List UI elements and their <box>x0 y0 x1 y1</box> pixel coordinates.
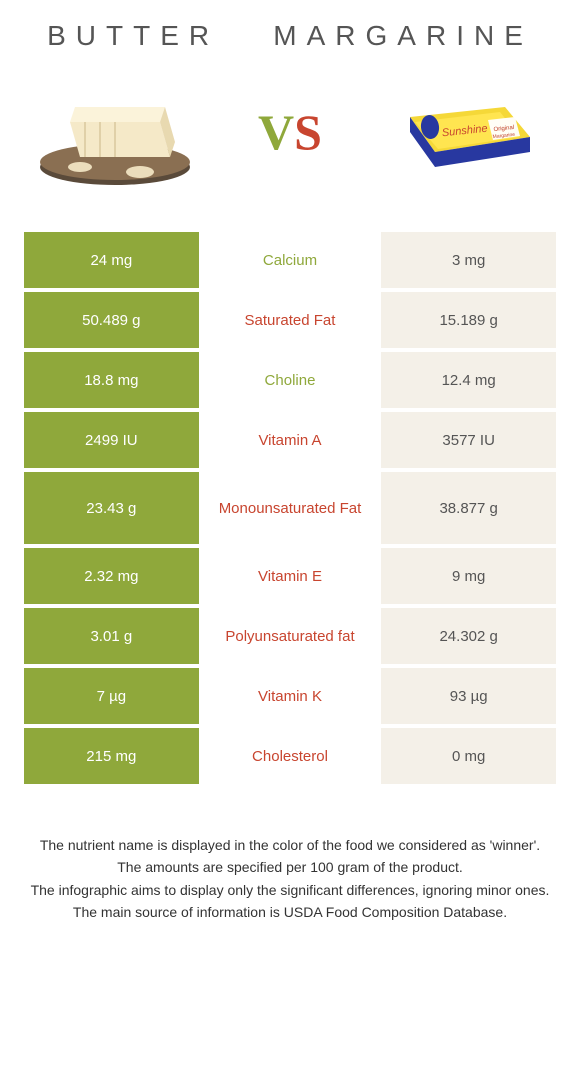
nutrient-label: Saturated Fat <box>203 292 378 348</box>
nutrient-label: Polyunsaturated fat <box>203 608 378 664</box>
left-value: 2499 IU <box>24 412 199 468</box>
comparison-table: 24 mgCalcium3 mg50.489 gSaturated Fat15.… <box>20 232 560 784</box>
nutrient-label: Choline <box>203 352 378 408</box>
nutrient-label: Monounsaturated Fat <box>203 472 378 544</box>
left-value: 3.01 g <box>24 608 199 664</box>
table-row: 2.32 mgVitamin E9 mg <box>24 548 556 604</box>
table-row: 18.8 mgCholine12.4 mg <box>24 352 556 408</box>
butter-icon <box>30 72 200 192</box>
nutrient-label: Vitamin K <box>203 668 378 724</box>
nutrient-label: Vitamin A <box>203 412 378 468</box>
table-row: 24 mgCalcium3 mg <box>24 232 556 288</box>
table-row: 3.01 gPolyunsaturated fat24.302 g <box>24 608 556 664</box>
footer-line: The nutrient name is displayed in the co… <box>30 834 550 856</box>
table-row: 50.489 gSaturated Fat15.189 g <box>24 292 556 348</box>
nutrient-label: Vitamin E <box>203 548 378 604</box>
left-product-title: BUTTER <box>47 20 219 52</box>
right-value: 9 mg <box>381 548 556 604</box>
margarine-icon: Sunshine Original Margarine <box>390 82 540 182</box>
right-value: 15.189 g <box>381 292 556 348</box>
table-row: 23.43 gMonounsaturated Fat38.877 g <box>24 472 556 544</box>
right-value: 93 µg <box>381 668 556 724</box>
left-value: 50.489 g <box>24 292 199 348</box>
left-value: 18.8 mg <box>24 352 199 408</box>
table-row: 7 µgVitamin K93 µg <box>24 668 556 724</box>
nutrient-label: Calcium <box>203 232 378 288</box>
header: BUTTER MARGARINE <box>20 20 560 52</box>
nutrient-label: Cholesterol <box>203 728 378 784</box>
left-value: 215 mg <box>24 728 199 784</box>
footer-line: The main source of information is USDA F… <box>30 901 550 923</box>
footer-line: The amounts are specified per 100 gram o… <box>30 856 550 878</box>
footer-notes: The nutrient name is displayed in the co… <box>20 834 560 924</box>
vs-letter-v: V <box>258 104 294 160</box>
right-value: 38.877 g <box>381 472 556 544</box>
left-value: 2.32 mg <box>24 548 199 604</box>
right-value: 12.4 mg <box>381 352 556 408</box>
footer-line: The infographic aims to display only the… <box>30 879 550 901</box>
left-value: 23.43 g <box>24 472 199 544</box>
vs-badge: VS <box>258 103 322 161</box>
table-row: 215 mgCholesterol0 mg <box>24 728 556 784</box>
table-row: 2499 IUVitamin A3577 IU <box>24 412 556 468</box>
left-value: 7 µg <box>24 668 199 724</box>
right-product-title: MARGARINE <box>273 20 533 52</box>
right-value: 24.302 g <box>381 608 556 664</box>
images-row: VS Sunshine Original Margarine <box>20 72 560 192</box>
margarine-image: Sunshine Original Margarine <box>380 72 550 192</box>
right-value: 0 mg <box>381 728 556 784</box>
left-value: 24 mg <box>24 232 199 288</box>
right-value: 3 mg <box>381 232 556 288</box>
vs-letter-s: S <box>294 104 322 160</box>
right-value: 3577 IU <box>381 412 556 468</box>
butter-image <box>30 72 200 192</box>
